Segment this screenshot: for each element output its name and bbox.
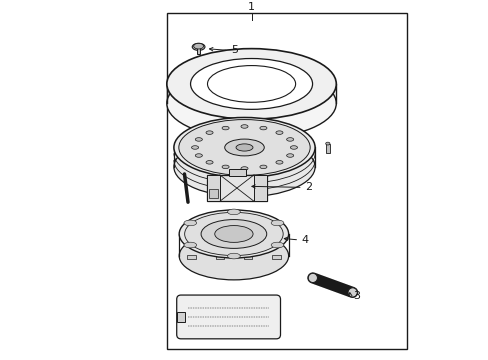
- Ellipse shape: [166, 68, 336, 139]
- Bar: [228, 169, 246, 176]
- Bar: [207, 175, 219, 201]
- Bar: [187, 255, 195, 259]
- Ellipse shape: [193, 43, 203, 49]
- Ellipse shape: [325, 142, 329, 145]
- Ellipse shape: [179, 120, 309, 175]
- Ellipse shape: [222, 165, 229, 168]
- Ellipse shape: [183, 242, 196, 248]
- Ellipse shape: [166, 49, 336, 119]
- Ellipse shape: [214, 226, 253, 242]
- Bar: [177, 312, 185, 322]
- Bar: [207, 175, 267, 201]
- Ellipse shape: [205, 131, 213, 134]
- Ellipse shape: [271, 220, 283, 226]
- Ellipse shape: [191, 146, 198, 149]
- Ellipse shape: [195, 138, 202, 141]
- Bar: [215, 255, 224, 259]
- Bar: [253, 175, 267, 201]
- Ellipse shape: [190, 59, 312, 109]
- Bar: [166, 13, 406, 349]
- Text: 5: 5: [231, 45, 238, 55]
- Ellipse shape: [271, 242, 283, 248]
- Ellipse shape: [241, 125, 247, 128]
- Text: 3: 3: [352, 292, 360, 301]
- Text: 2: 2: [305, 183, 312, 192]
- Ellipse shape: [174, 137, 314, 197]
- Ellipse shape: [201, 220, 266, 248]
- Bar: [244, 255, 252, 259]
- Text: 4: 4: [301, 235, 308, 245]
- Ellipse shape: [222, 126, 229, 130]
- Bar: [209, 189, 218, 198]
- Ellipse shape: [275, 161, 283, 164]
- Ellipse shape: [275, 131, 283, 134]
- Ellipse shape: [192, 43, 204, 50]
- Ellipse shape: [179, 210, 288, 258]
- Ellipse shape: [184, 212, 283, 256]
- Text: 1: 1: [247, 2, 255, 12]
- Ellipse shape: [224, 139, 264, 156]
- Ellipse shape: [236, 144, 252, 151]
- Ellipse shape: [207, 66, 295, 102]
- Ellipse shape: [286, 154, 293, 157]
- Ellipse shape: [241, 167, 247, 170]
- Ellipse shape: [195, 154, 202, 157]
- Bar: [271, 255, 280, 259]
- Bar: [197, 46, 200, 54]
- FancyBboxPatch shape: [176, 295, 280, 339]
- Ellipse shape: [183, 220, 196, 226]
- Ellipse shape: [227, 253, 240, 259]
- Ellipse shape: [286, 138, 293, 141]
- Ellipse shape: [259, 126, 266, 130]
- Ellipse shape: [347, 288, 357, 297]
- Ellipse shape: [259, 165, 266, 168]
- Ellipse shape: [205, 161, 213, 164]
- Ellipse shape: [307, 273, 317, 283]
- Ellipse shape: [207, 75, 295, 112]
- Ellipse shape: [227, 209, 240, 215]
- Ellipse shape: [179, 232, 288, 280]
- Ellipse shape: [290, 146, 297, 149]
- Ellipse shape: [174, 117, 314, 177]
- Bar: [325, 144, 329, 153]
